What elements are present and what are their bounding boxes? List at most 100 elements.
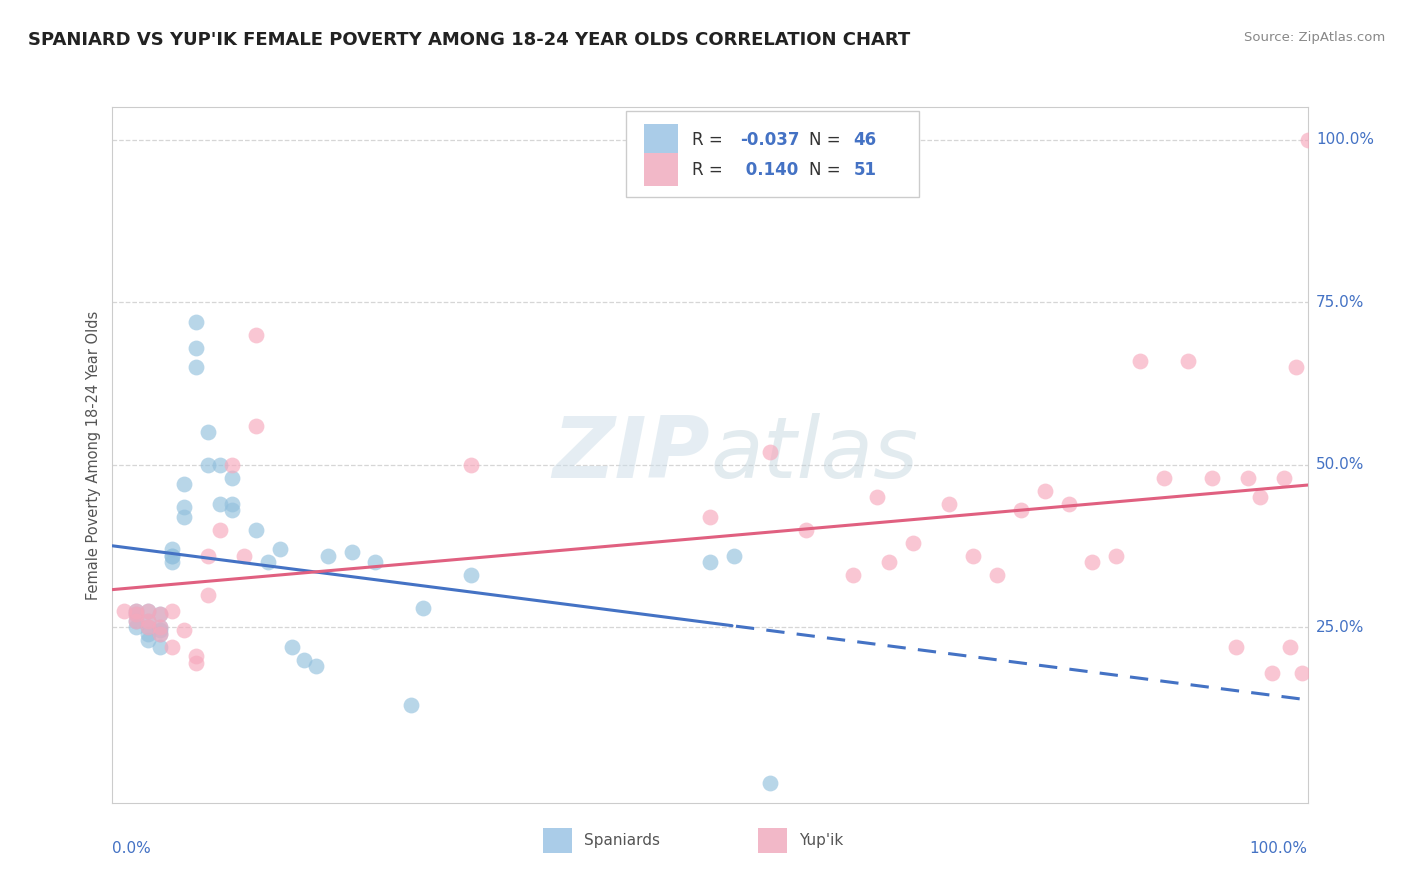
Point xyxy=(986,568,1008,582)
Text: N =: N = xyxy=(810,161,846,178)
Point xyxy=(292,653,315,667)
Point xyxy=(149,607,172,622)
Point xyxy=(138,604,160,618)
Text: 75.0%: 75.0% xyxy=(1316,294,1364,310)
Point xyxy=(794,523,817,537)
Point xyxy=(162,549,183,563)
Bar xyxy=(758,829,787,853)
Text: R =: R = xyxy=(692,131,728,150)
Point xyxy=(114,604,135,618)
Point xyxy=(149,620,172,634)
Point xyxy=(340,545,363,559)
FancyBboxPatch shape xyxy=(626,111,920,197)
Point xyxy=(699,555,721,569)
Point xyxy=(401,698,423,713)
Point xyxy=(1249,490,1271,504)
Text: 0.140: 0.140 xyxy=(740,161,799,178)
Text: 25.0%: 25.0% xyxy=(1316,620,1364,635)
Point xyxy=(125,620,148,634)
Point xyxy=(162,555,183,569)
Point xyxy=(1278,640,1301,654)
Point xyxy=(125,607,148,622)
Point xyxy=(245,327,267,342)
Point xyxy=(1285,360,1308,375)
Point xyxy=(866,490,889,504)
Point xyxy=(1153,471,1175,485)
Point xyxy=(962,549,984,563)
Point xyxy=(173,477,195,491)
Bar xyxy=(644,153,678,186)
Point xyxy=(149,626,172,640)
Point xyxy=(316,549,339,563)
Point xyxy=(149,607,172,622)
Point xyxy=(162,604,183,618)
Point xyxy=(125,607,148,622)
Point xyxy=(221,458,243,472)
Point xyxy=(149,640,172,654)
Bar xyxy=(543,829,572,853)
Point xyxy=(208,458,231,472)
Point xyxy=(460,458,482,472)
Point xyxy=(1225,640,1247,654)
Point xyxy=(162,542,183,557)
Point xyxy=(125,614,148,628)
Text: 51: 51 xyxy=(853,161,876,178)
Point xyxy=(162,549,183,563)
Point xyxy=(125,604,148,618)
Point xyxy=(138,604,160,618)
Point xyxy=(138,614,160,628)
Point xyxy=(877,555,900,569)
Point xyxy=(1081,555,1104,569)
Point xyxy=(1272,471,1295,485)
Text: 100.0%: 100.0% xyxy=(1316,132,1374,147)
Point xyxy=(1296,132,1319,146)
Text: 100.0%: 100.0% xyxy=(1250,841,1308,856)
Point xyxy=(1237,471,1260,485)
Text: -0.037: -0.037 xyxy=(740,131,800,150)
Point xyxy=(460,568,482,582)
Point xyxy=(186,649,208,664)
Point xyxy=(138,620,160,634)
Bar xyxy=(644,124,678,157)
Point xyxy=(173,624,195,638)
Point xyxy=(759,444,782,458)
Point xyxy=(1033,483,1056,498)
Point xyxy=(903,535,925,549)
Point xyxy=(149,624,172,638)
Point xyxy=(699,509,721,524)
Point xyxy=(269,542,291,557)
Point xyxy=(412,600,434,615)
Point xyxy=(138,620,160,634)
Point xyxy=(125,614,148,628)
Point xyxy=(186,315,208,329)
Point xyxy=(138,626,160,640)
Point xyxy=(1105,549,1128,563)
Text: Source: ZipAtlas.com: Source: ZipAtlas.com xyxy=(1244,31,1385,45)
Point xyxy=(1291,665,1313,680)
Text: R =: R = xyxy=(692,161,728,178)
Point xyxy=(197,549,219,563)
Text: 0.0%: 0.0% xyxy=(112,841,152,856)
Point xyxy=(1057,497,1080,511)
Point xyxy=(149,620,172,634)
Point xyxy=(232,549,256,563)
Point xyxy=(186,341,208,355)
Point xyxy=(173,500,195,514)
Text: ZIP: ZIP xyxy=(553,413,710,497)
Point xyxy=(842,568,865,582)
Text: atlas: atlas xyxy=(710,413,918,497)
Point xyxy=(208,497,231,511)
Point xyxy=(197,458,219,472)
Point xyxy=(138,614,160,628)
Point xyxy=(149,626,172,640)
Point xyxy=(221,503,243,517)
Point xyxy=(257,555,280,569)
Point xyxy=(197,588,219,602)
Point xyxy=(138,633,160,648)
Y-axis label: Female Poverty Among 18-24 Year Olds: Female Poverty Among 18-24 Year Olds xyxy=(86,310,101,599)
Point xyxy=(304,659,326,673)
Point xyxy=(1010,503,1032,517)
Text: 50.0%: 50.0% xyxy=(1316,458,1364,472)
Point xyxy=(125,604,148,618)
Text: N =: N = xyxy=(810,131,846,150)
